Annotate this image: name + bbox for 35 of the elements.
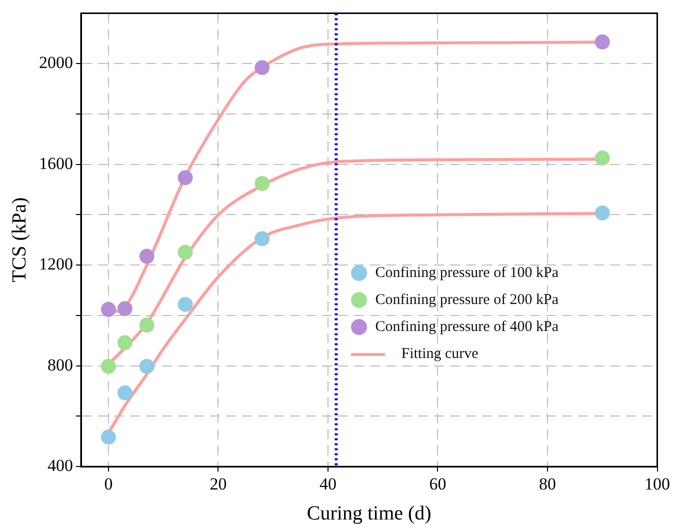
point [254,60,270,76]
point [594,150,610,166]
point [117,385,132,400]
point [594,205,610,220]
x-tick-label: 20 [210,474,227,494]
legend-label: Confining pressure of 200 kPa [375,292,559,309]
y-axis-title: TCS (kPa) [8,197,30,282]
legend-label: Confining pressure of 400 kPa [375,318,559,336]
point [117,301,132,316]
x-tick-label: 0 [104,474,113,494]
x-tick-label: 80 [538,474,556,494]
point [100,302,116,317]
y-tick-label: 400 [48,456,73,476]
x-tick-label: 60 [429,474,446,494]
point [139,318,154,333]
point [254,231,270,246]
point [254,176,270,191]
x-tick-label: 100 [644,474,670,494]
point [178,170,193,186]
point [178,244,193,260]
point [178,296,193,312]
legend-label: Confining pressure of 100 kPa [375,264,559,282]
point [100,430,116,445]
point [139,248,154,264]
y-tick-label: 1200 [39,254,73,274]
point [100,358,116,374]
point [139,358,154,374]
y-tick-label: 1600 [39,154,73,173]
point [117,335,132,350]
x-axis-title: Curing time (d) [306,502,432,524]
y-tick-label: 2000 [39,53,73,72]
y-tick-label: 800 [48,355,73,374]
legend-label: Fitting curve [401,346,478,363]
x-tick-label: 40 [319,474,336,494]
point [594,34,610,50]
